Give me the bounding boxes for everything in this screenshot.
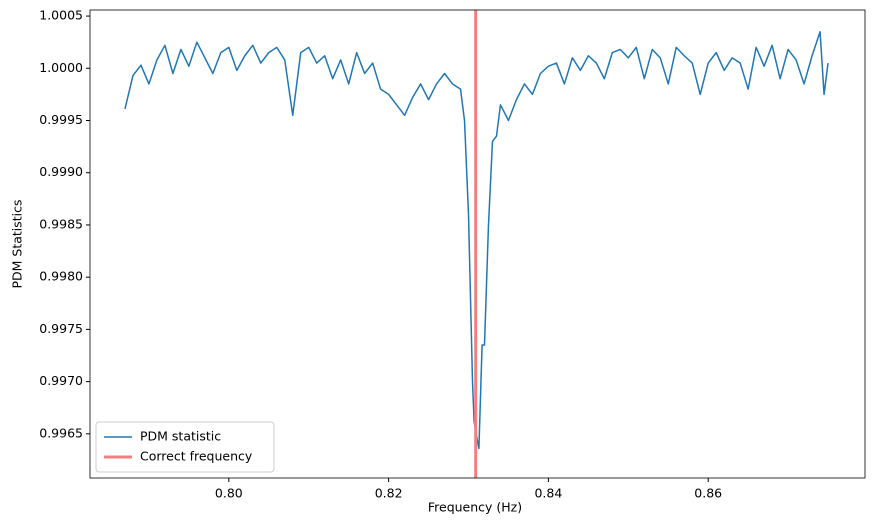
legend-label: Correct frequency xyxy=(140,449,253,464)
legend-box xyxy=(95,421,275,473)
y-tick-label: 0.9975 xyxy=(39,321,83,336)
y-tick-label: 0.9965 xyxy=(39,425,83,440)
plot-frame xyxy=(89,9,866,479)
y-axis-label: PDM Statistics xyxy=(10,199,25,288)
y-tick-label: 0.9970 xyxy=(39,373,83,388)
data-line xyxy=(124,30,829,450)
y-tick-label: 0.9995 xyxy=(39,112,83,127)
x-tick-label: 0.80 xyxy=(215,486,243,501)
x-axis-label: Frequency (Hz) xyxy=(428,500,522,515)
y-tick-label: 1.0000 xyxy=(39,60,83,75)
y-tick-label: 1.0005 xyxy=(39,8,83,23)
legend-label: PDM statistic xyxy=(140,429,221,444)
x-tick-label: 0.82 xyxy=(375,486,403,501)
y-tick-label: 0.9990 xyxy=(39,164,83,179)
x-tick-label: 0.86 xyxy=(694,486,722,501)
y-tick-label: 0.9980 xyxy=(39,269,83,284)
x-tick-label: 0.84 xyxy=(534,486,562,501)
y-tick-label: 0.9985 xyxy=(39,216,83,231)
